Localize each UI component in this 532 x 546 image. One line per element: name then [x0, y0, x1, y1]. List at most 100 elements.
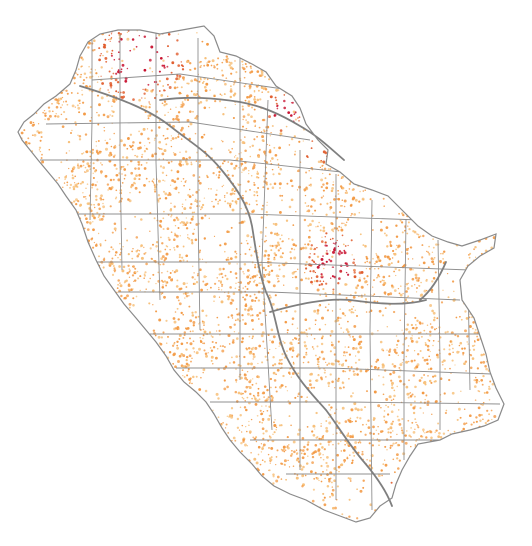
density-dot: [323, 267, 325, 270]
density-dot: [113, 227, 117, 231]
density-dot: [165, 174, 168, 177]
density-dot: [320, 480, 323, 483]
density-dot: [229, 286, 232, 289]
density-dot: [290, 137, 294, 141]
density-dot: [159, 263, 162, 266]
density-dot: [131, 148, 134, 151]
density-dot: [185, 286, 188, 288]
density-dot: [95, 198, 98, 201]
density-dot: [238, 167, 240, 169]
density-dot: [271, 244, 274, 248]
density-dot: [319, 442, 322, 446]
density-dot: [321, 274, 323, 277]
density-dot: [158, 140, 162, 144]
density-dot: [226, 202, 229, 205]
density-dot: [345, 221, 348, 224]
density-dot: [241, 105, 244, 108]
density-dot: [344, 359, 348, 362]
density-dot: [242, 397, 245, 400]
density-dot: [260, 322, 264, 326]
density-dot: [234, 319, 237, 322]
density-dot: [407, 396, 410, 399]
density-dot: [410, 427, 412, 429]
density-dot: [304, 400, 308, 403]
density-dot: [319, 294, 322, 296]
density-dot: [170, 145, 173, 148]
density-dot: [188, 195, 192, 198]
density-dot: [222, 367, 226, 370]
density-dot: [383, 232, 386, 235]
density-dot: [258, 282, 260, 284]
density-dot: [258, 126, 261, 129]
density-dot: [386, 325, 389, 328]
density-dot: [352, 196, 356, 200]
density-dot: [229, 150, 232, 154]
density-dot: [41, 160, 45, 164]
density-dot: [474, 328, 477, 331]
density-dot: [306, 205, 308, 208]
density-dot: [320, 257, 324, 261]
density-dot: [241, 424, 244, 427]
density-dot: [322, 280, 325, 282]
density-dot: [69, 183, 73, 187]
density-dot: [321, 165, 324, 167]
density-dot: [256, 274, 258, 276]
density-dot: [195, 190, 199, 194]
density-dot: [416, 233, 418, 235]
density-dot: [185, 227, 189, 230]
density-dot: [395, 274, 397, 277]
density-dot: [102, 266, 105, 269]
density-dot: [302, 355, 306, 359]
density-dot: [352, 311, 355, 314]
density-dot: [269, 244, 272, 247]
density-dot: [323, 496, 326, 499]
density-dot: [154, 190, 157, 193]
density-dot: [146, 148, 149, 151]
density-dot: [153, 217, 156, 220]
density-dot: [188, 295, 190, 297]
density-dot: [120, 38, 123, 41]
density-dot: [419, 235, 422, 238]
density-dot: [349, 477, 352, 481]
density-dot: [217, 176, 220, 179]
density-dot: [383, 365, 386, 367]
density-dot: [362, 423, 364, 426]
density-dot: [429, 334, 432, 337]
density-dot: [127, 253, 130, 256]
density-dot: [340, 440, 342, 443]
density-dot: [39, 150, 42, 153]
density-dot: [162, 59, 165, 62]
density-dot: [192, 110, 194, 113]
density-dot: [392, 430, 394, 432]
density-dot: [432, 344, 434, 347]
density-dot: [202, 342, 204, 344]
density-dot: [320, 457, 322, 459]
density-dot: [327, 381, 331, 385]
density-dot: [174, 365, 177, 369]
density-dot: [396, 433, 398, 436]
density-dot: [380, 220, 383, 223]
density-dot: [232, 140, 235, 143]
density-dot: [397, 418, 401, 422]
density-dot: [305, 171, 308, 174]
density-dot: [131, 250, 133, 253]
density-dot: [268, 78, 271, 81]
density-dot: [102, 205, 106, 209]
density-dot: [430, 326, 434, 329]
density-dot: [304, 202, 307, 204]
density-dot: [322, 160, 326, 164]
density-dot: [458, 344, 461, 347]
density-dot: [375, 360, 378, 363]
density-dot: [396, 385, 398, 388]
density-dot: [400, 285, 402, 287]
density-dot: [489, 380, 492, 383]
density-dot: [375, 260, 378, 264]
density-dot: [106, 50, 109, 53]
density-dot: [349, 417, 352, 420]
density-dot: [167, 55, 169, 58]
density-dot: [162, 227, 165, 231]
density-dot: [163, 66, 166, 69]
density-dot: [225, 55, 228, 58]
density-dot: [241, 66, 244, 69]
density-dot: [377, 474, 381, 478]
